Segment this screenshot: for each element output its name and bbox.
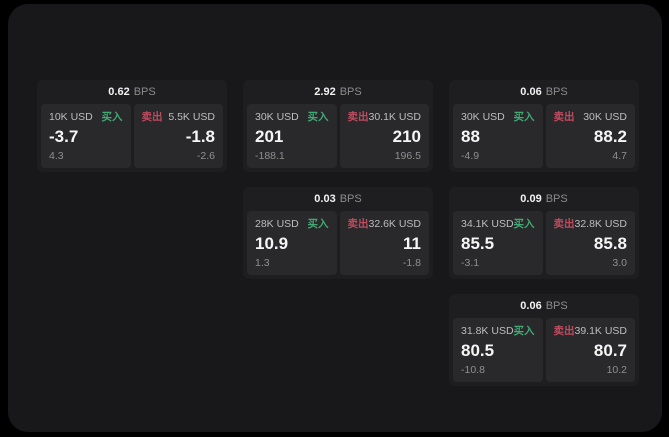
buy-panel[interactable]: 28K USD 买入 10.9 1.3	[247, 211, 337, 275]
panels: 31.8K USD 买入 80.5 -10.8 卖出 39.1K USD 80.…	[453, 318, 635, 382]
buy-price: -3.7	[49, 127, 79, 146]
buy-panel[interactable]: 34.1K USD 买入 85.5 -3.1	[453, 211, 543, 275]
sell-panel[interactable]: 卖出 32.6K USD 11 -1.8	[339, 211, 429, 275]
sell-size: 32.8K USD	[574, 218, 628, 230]
buy-side-label: 买入	[101, 111, 123, 123]
buy-sub-value: 1.3	[255, 257, 270, 269]
sell-price: 80.7	[593, 341, 627, 360]
sell-price: -1.8	[185, 127, 215, 146]
buy-price: 85.5	[461, 234, 495, 253]
bps-unit-label: BPS	[339, 193, 362, 205]
quote-cards-grid: 0.62 BPS 10K USD 买入 -3.7 4.3 卖出 5.5K USD	[37, 80, 639, 386]
buy-sub-value: -188.1	[255, 150, 285, 162]
quote-card-6: 0.06 BPS 31.8K USD 买入 80.5 -10.8 卖出 39.1…	[449, 294, 639, 386]
buy-price: 201	[255, 127, 284, 146]
buy-panel[interactable]: 30K USD 买入 201 -188.1	[247, 104, 337, 168]
buy-size: 34.1K USD	[461, 218, 514, 230]
sell-panel[interactable]: 卖出 30K USD 88.2 4.7	[545, 104, 635, 168]
sell-price: 85.8	[593, 234, 627, 253]
bps-value: 0.06	[520, 86, 542, 98]
sell-price: 210	[392, 127, 421, 146]
buy-sub-value: 4.3	[49, 150, 64, 162]
buy-size: 30K USD	[255, 111, 299, 123]
bps-header: 0.06 BPS	[453, 80, 635, 104]
sell-price: 88.2	[593, 127, 627, 146]
buy-sub-value: -3.1	[461, 257, 480, 269]
sell-sub-value: 3.0	[612, 257, 627, 269]
sell-size: 39.1K USD	[574, 325, 628, 337]
buy-size: 28K USD	[255, 218, 299, 230]
buy-side-label: 买入	[513, 325, 535, 337]
quote-card-5: 0.09 BPS 34.1K USD 买入 85.5 -3.1 卖出 32.8K…	[449, 187, 639, 279]
sell-size: 30K USD	[583, 111, 627, 123]
sell-panel[interactable]: 卖出 32.8K USD 85.8 3.0	[545, 211, 635, 275]
sell-size: 32.6K USD	[368, 218, 422, 230]
sell-sub-value: 196.5	[394, 150, 421, 162]
buy-size: 31.8K USD	[461, 325, 514, 337]
sell-side-label: 卖出	[553, 218, 575, 230]
sell-sub-value: -2.6	[196, 150, 215, 162]
panels: 10K USD 买入 -3.7 4.3 卖出 5.5K USD -1.8 -2.…	[41, 104, 223, 168]
sell-side-label: 卖出	[553, 325, 575, 337]
bps-unit-label: BPS	[545, 193, 568, 205]
sell-size: 30.1K USD	[368, 111, 422, 123]
sell-price: 11	[403, 234, 421, 253]
buy-side-label: 买入	[513, 111, 535, 123]
buy-price: 80.5	[461, 341, 495, 360]
sell-size: 5.5K USD	[168, 111, 215, 123]
buy-price: 88	[461, 127, 480, 146]
bps-header: 0.09 BPS	[453, 187, 635, 211]
bps-value: 2.92	[314, 86, 336, 98]
sell-side-label: 卖出	[347, 111, 369, 123]
panels: 34.1K USD 买入 85.5 -3.1 卖出 32.8K USD 85.8…	[453, 211, 635, 275]
buy-size: 30K USD	[461, 111, 505, 123]
quote-card-2: 2.92 BPS 30K USD 买入 201 -188.1 卖出 30.1K …	[243, 80, 433, 172]
buy-sub-value: -4.9	[461, 150, 480, 162]
buy-size: 10K USD	[49, 111, 93, 123]
sell-side-label: 卖出	[141, 111, 163, 123]
sell-panel[interactable]: 卖出 30.1K USD 210 196.5	[339, 104, 429, 168]
app-surface: 0.62 BPS 10K USD 买入 -3.7 4.3 卖出 5.5K USD	[8, 4, 662, 432]
bps-value: 0.03	[314, 193, 336, 205]
sell-panel[interactable]: 卖出 39.1K USD 80.7 10.2	[545, 318, 635, 382]
buy-side-label: 买入	[307, 218, 329, 230]
bps-header: 0.03 BPS	[247, 187, 429, 211]
bps-unit-label: BPS	[545, 300, 568, 312]
quote-card-3: 0.06 BPS 30K USD 买入 88 -4.9 卖出 30K USD	[449, 80, 639, 172]
buy-panel[interactable]: 31.8K USD 买入 80.5 -10.8	[453, 318, 543, 382]
panels: 28K USD 买入 10.9 1.3 卖出 32.6K USD 11 -1.8	[247, 211, 429, 275]
quote-card-1: 0.62 BPS 10K USD 买入 -3.7 4.3 卖出 5.5K USD	[37, 80, 227, 172]
buy-sub-value: -10.8	[461, 364, 485, 376]
sell-sub-value: 10.2	[606, 364, 627, 376]
bps-header: 2.92 BPS	[247, 80, 429, 104]
bps-unit-label: BPS	[133, 86, 156, 98]
buy-side-label: 买入	[307, 111, 329, 123]
bps-header: 0.62 BPS	[41, 80, 223, 104]
sell-side-label: 卖出	[553, 111, 575, 123]
bps-unit-label: BPS	[545, 86, 568, 98]
panels: 30K USD 买入 88 -4.9 卖出 30K USD 88.2 4.7	[453, 104, 635, 168]
buy-panel[interactable]: 30K USD 买入 88 -4.9	[453, 104, 543, 168]
bps-value: 0.62	[108, 86, 130, 98]
bps-header: 0.06 BPS	[453, 294, 635, 318]
bps-value: 0.06	[520, 300, 542, 312]
bps-unit-label: BPS	[339, 86, 362, 98]
panels: 30K USD 买入 201 -188.1 卖出 30.1K USD 210 1…	[247, 104, 429, 168]
quote-card-4: 0.03 BPS 28K USD 买入 10.9 1.3 卖出 32.6K US…	[243, 187, 433, 279]
buy-side-label: 买入	[513, 218, 535, 230]
sell-side-label: 卖出	[347, 218, 369, 230]
buy-panel[interactable]: 10K USD 买入 -3.7 4.3	[41, 104, 131, 168]
bps-value: 0.09	[520, 193, 542, 205]
buy-price: 10.9	[255, 234, 289, 253]
sell-panel[interactable]: 卖出 5.5K USD -1.8 -2.6	[133, 104, 223, 168]
sell-sub-value: -1.8	[402, 257, 421, 269]
sell-sub-value: 4.7	[612, 150, 627, 162]
